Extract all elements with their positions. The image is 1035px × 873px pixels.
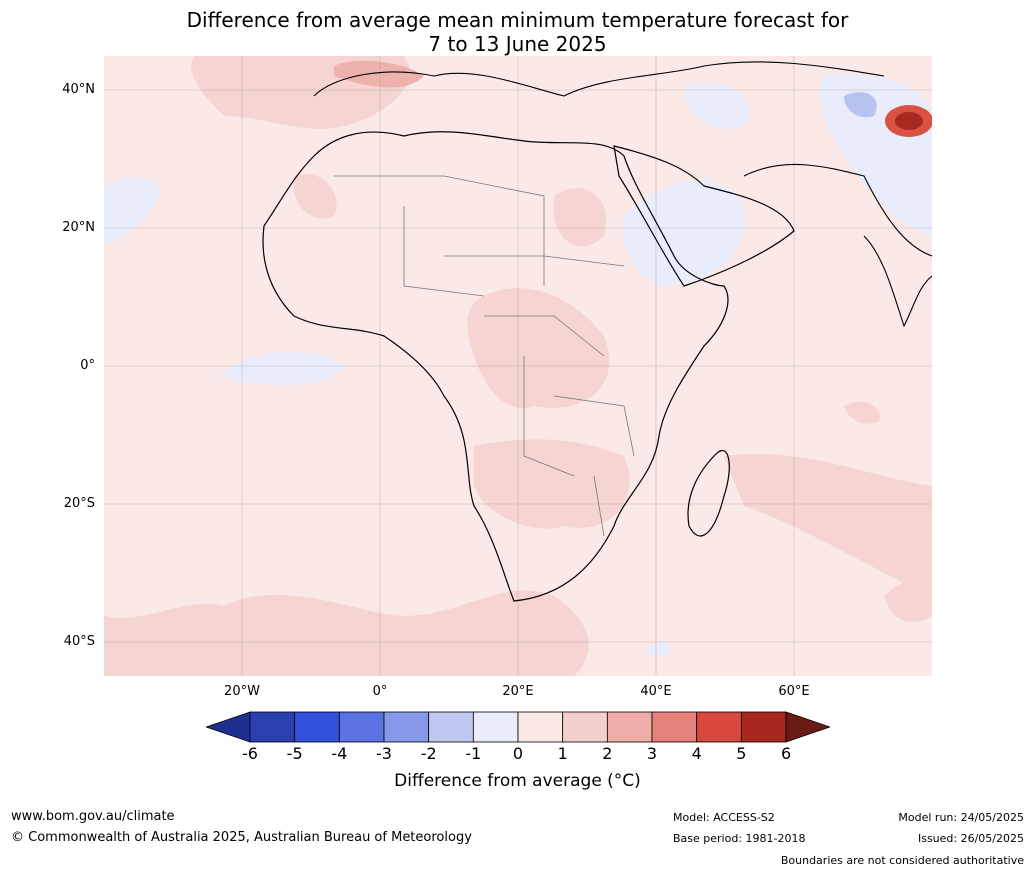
footer-disclaimer: Boundaries are not considered authoritat… (780, 854, 1024, 867)
central-asia-cooler-patch (844, 92, 877, 118)
footer-model: Model: ACCESS-S2 (673, 811, 775, 824)
arabia-cool-patch (623, 180, 746, 286)
title-line-1: Difference from average mean minimum tem… (186, 8, 849, 32)
title-line-2: 7 to 13 June 2025 (428, 32, 607, 56)
southern-ocean-cool-patch (644, 641, 670, 656)
footer-issued: Issued: 26/05/2025 (917, 832, 1024, 845)
footer-base-period: Base period: 1981-2018 (673, 832, 806, 845)
colorbar-segment (696, 711, 742, 743)
gulf-of-guinea-cool-patch (219, 352, 344, 385)
colorbar-arrow-low (206, 711, 251, 743)
footer-copyright: © Commonwealth of Australia 2025, Austra… (11, 830, 472, 845)
indian-ocean-warm-patch-2 (884, 576, 932, 622)
colorbar-tick-label: 2 (602, 744, 613, 763)
colorbar-tick-label: 6 (780, 744, 792, 763)
colorbar-segment (472, 711, 519, 743)
madagascar-coastline (687, 450, 730, 537)
colorbar-tick-label: 3 (646, 744, 658, 763)
footer-url[interactable]: www.bom.gov.au/climate (11, 809, 175, 824)
colorbar-segment (562, 711, 608, 743)
egypt-warm-patch (554, 188, 606, 247)
colorbar-segment (249, 711, 296, 743)
colorbar-label: Difference from average (°C) (394, 771, 641, 791)
southern-africa-warm-patch (474, 439, 630, 529)
india-coastline (863, 235, 933, 328)
colorbar-segment (383, 711, 430, 743)
indian-ocean-warm-patch (724, 453, 932, 596)
lat-label-40s: 40°S (63, 634, 95, 649)
footer-model-run: Model run: 24/05/2025 (898, 811, 1024, 824)
africa-coastline (262, 131, 729, 602)
colorbar-arrow-high (785, 711, 830, 743)
lat-label-40n: 40°N (62, 82, 95, 97)
lat-label-20s: 20°S (63, 496, 95, 511)
south-atlantic-warm-patch (104, 590, 589, 676)
lat-label-0: 0° (80, 358, 95, 373)
colorbar-segment (338, 711, 385, 743)
colorbar-segment (606, 711, 653, 743)
lon-label-20w: 20°W (224, 684, 260, 699)
mediterranean-warmer-patch (334, 60, 424, 88)
colorbar-tick-label: -1 (465, 744, 482, 763)
colorbar-tick-label: -2 (420, 744, 437, 763)
lat-label-20n: 20°N (62, 220, 95, 235)
colorbar-segment (517, 711, 564, 743)
hotspot-inner (895, 112, 923, 130)
lon-label-40e: 40°E (640, 684, 672, 699)
country-boundaries (334, 175, 635, 537)
colorbar (206, 711, 830, 743)
map-svg (104, 56, 933, 676)
colorbar-tick-label: 5 (736, 744, 747, 763)
colorbar-segment (651, 711, 698, 743)
colorbar-segment (428, 711, 474, 743)
arabia-coastline (613, 145, 795, 287)
colorbar-tick-label: 0 (512, 744, 524, 763)
atlantic-cool-patch (104, 177, 160, 246)
chart-title: Difference from average mean minimum tem… (0, 8, 1035, 56)
colorbar-segment (740, 711, 787, 743)
colorbar-tick-label: -4 (331, 744, 348, 763)
sahara-warm-patch (293, 174, 337, 219)
eurasia-coastline (313, 61, 933, 257)
indian-ocean-small-patch (844, 401, 880, 424)
central-africa-warm-patch (467, 288, 610, 408)
forecast-map (104, 56, 933, 676)
iran-cool-patch (684, 83, 750, 129)
lon-label-20e: 20°E (502, 684, 534, 699)
colorbar-segment (294, 711, 340, 743)
gridlines (104, 56, 932, 676)
lon-label-0: 0° (372, 684, 388, 699)
colorbar-tick-label: 4 (691, 744, 702, 763)
colorbar-tick-label: -5 (286, 744, 303, 763)
colorbar-tick-label: -3 (376, 744, 392, 763)
lon-label-60e: 60°E (778, 684, 810, 699)
colorbar-tick-label: -6 (242, 744, 258, 763)
colorbar-tick-label: 1 (557, 744, 568, 763)
